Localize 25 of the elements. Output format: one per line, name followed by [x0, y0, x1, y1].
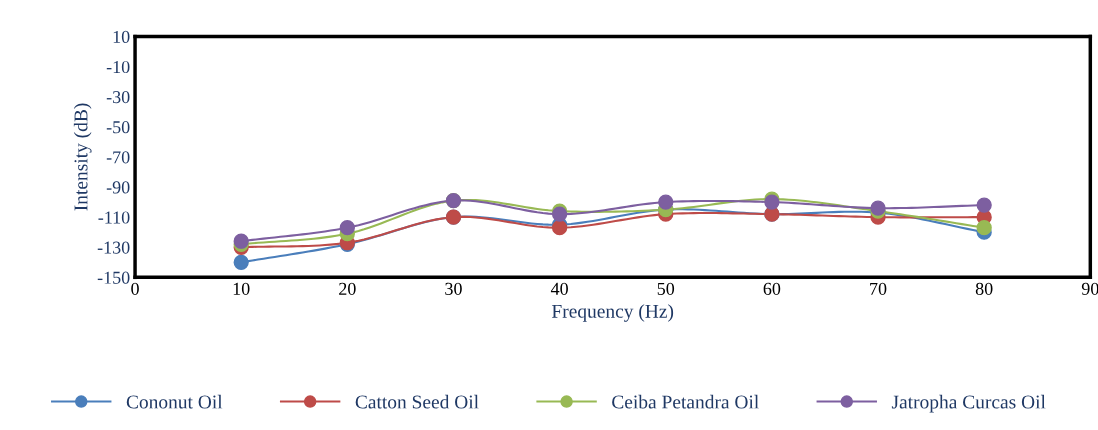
y-tick-label: -150: [97, 271, 130, 284]
y-axis-title: Intensity (dB): [73, 103, 92, 211]
y-tick-label: 10: [113, 30, 130, 43]
y-tick-label: -50: [106, 121, 130, 134]
x-tick-label: 40: [550, 282, 568, 295]
x-tick-label: 70: [870, 282, 887, 295]
x-tick-label: 0: [131, 282, 139, 295]
y-tick-label: -90: [106, 181, 130, 194]
legend-label: Cononut Oil: [126, 394, 223, 409]
legend-label: Catton Seed Oil: [355, 394, 479, 409]
x-tick-label: 50: [657, 282, 675, 295]
x-axis-title: Frequency (Hz): [551, 304, 674, 322]
x-tick-label: 10: [233, 282, 250, 295]
y-tick-label: -110: [98, 211, 130, 224]
legend-label: Ceiba Petandra Oil: [612, 394, 759, 409]
x-tick-label: 30: [445, 282, 462, 295]
x-tick-label: 60: [763, 282, 781, 295]
x-tick-label: 20: [339, 282, 356, 295]
y-tick-label: -30: [106, 91, 130, 104]
x-tick-label: 80: [975, 282, 993, 295]
legend-label: Jatropha Curcas Oil: [891, 394, 1046, 413]
x-tick-label: 90: [1081, 282, 1098, 295]
y-tick-label: -70: [106, 151, 130, 164]
y-tick-label: -10: [106, 60, 130, 74]
y-tick-label: -130: [97, 241, 130, 254]
